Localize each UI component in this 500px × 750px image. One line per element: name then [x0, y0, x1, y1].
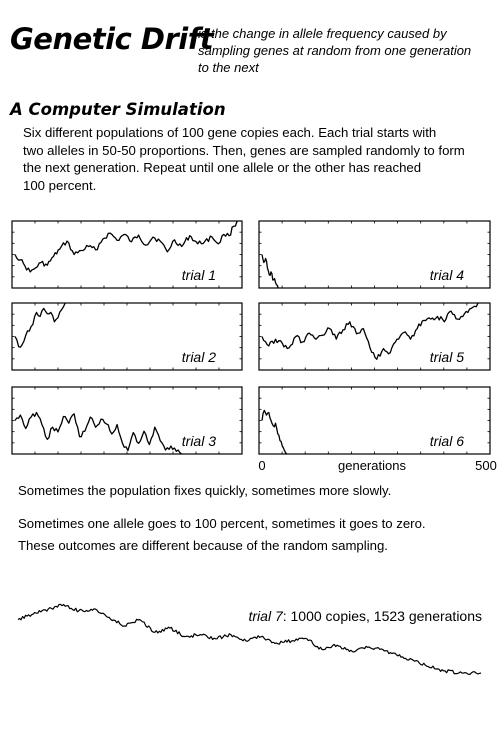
x-axis-label: generations: [338, 458, 406, 473]
trial-label: trial 4: [430, 267, 464, 283]
note-line: Sometimes the population fixes quickly, …: [18, 483, 392, 498]
trial-7-caption: trial 7: 1000 copies, 1523 generations: [249, 608, 483, 624]
intro-paragraph: Six different populations of 100 gene co…: [23, 124, 493, 194]
trial-7-chart: [17, 603, 482, 675]
note-outcome: Sometimes one allele goes to 100 percent…: [18, 513, 426, 557]
note-line: These outcomes are different because of …: [18, 538, 388, 553]
frequency-line: [261, 302, 479, 360]
trial-7-line: [17, 603, 482, 675]
trial-panel: trial 2: [11, 302, 243, 371]
definition-text: is the change in allele frequency caused…: [198, 25, 488, 76]
frequency-line: [261, 254, 279, 289]
definition-line: is the change in allele frequency caused…: [198, 26, 447, 41]
trial-7-detail: : 1000 copies, 1523 generations: [283, 608, 482, 624]
trial-panel: trial 3: [11, 386, 243, 455]
trial-panel: trial 1: [11, 220, 243, 289]
page-title: Genetic Drift: [10, 22, 214, 56]
trial-label: trial 3: [182, 433, 216, 449]
intro-line: Six different populations of 100 gene co…: [23, 125, 437, 140]
x-tick-label: 500: [475, 458, 497, 473]
x-tick-label: 0: [258, 458, 265, 473]
trial-7-name: trial 7: [249, 608, 284, 624]
note-line: Sometimes one allele goes to 100 percent…: [18, 516, 426, 531]
trial-panel: trial 6: [258, 386, 491, 455]
intro-line: the next generation. Repeat until one al…: [23, 160, 422, 175]
trial-panel: trial 5: [258, 302, 491, 371]
trial-label: trial 6: [430, 433, 464, 449]
definition-line: to the next: [198, 60, 259, 75]
note-speed: Sometimes the population fixes quickly, …: [18, 480, 391, 502]
trial-label: trial 5: [430, 349, 464, 365]
definition-line: sampling genes at random from one genera…: [198, 43, 472, 58]
frequency-line: [14, 411, 183, 455]
section-title: A Computer Simulation: [10, 100, 226, 119]
frequency-line: [14, 302, 66, 348]
frequency-line: [261, 409, 288, 455]
intro-line: two alleles in 50-50 proportions. Then, …: [23, 142, 465, 158]
frequency-line: [14, 220, 238, 273]
intro-line: 100 percent.: [23, 177, 97, 193]
trial-label: trial 2: [182, 349, 216, 365]
x-axis: 0 generations 500: [258, 458, 496, 473]
trial-label: trial 1: [182, 267, 216, 283]
trial-panel: trial 4: [258, 220, 491, 289]
